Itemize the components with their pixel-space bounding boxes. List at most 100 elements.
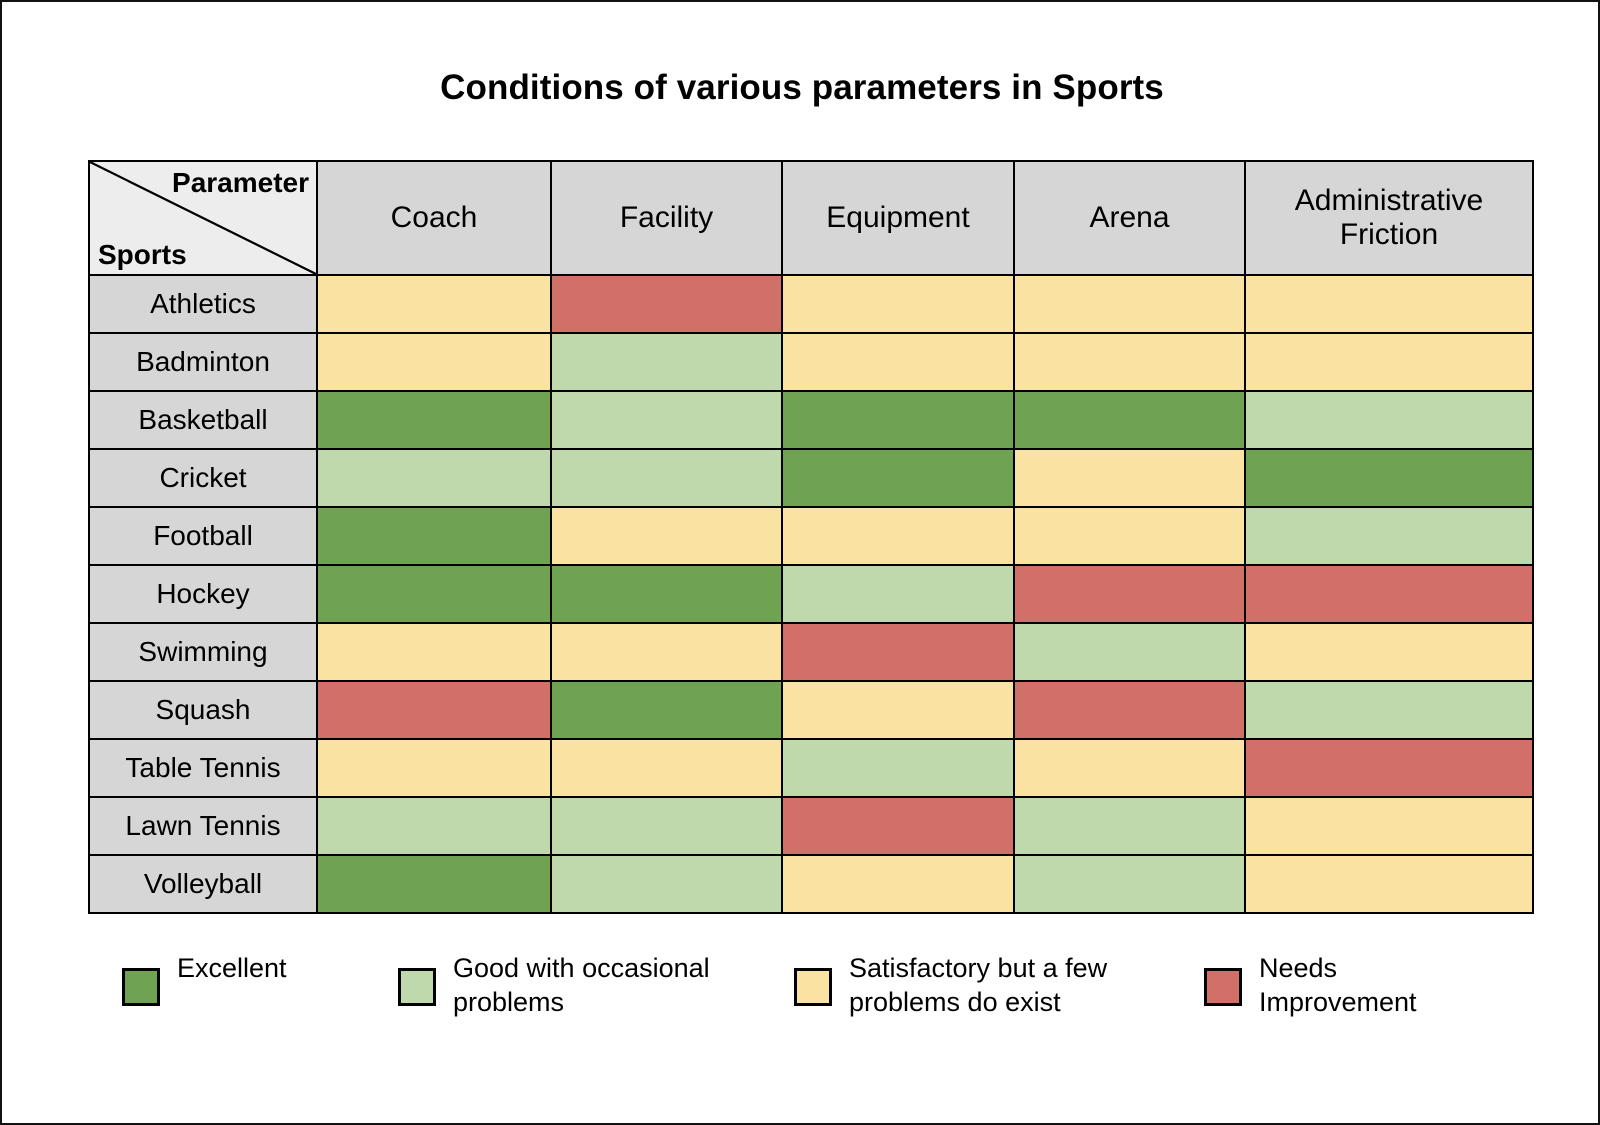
legend-label-excellent: Excellent [177,953,287,983]
cell-badminton-administrative-friction [1244,332,1534,392]
row-header-squash: Squash [88,680,318,740]
legend-label-satisfactory: Satisfactory but a few problems do exist [849,953,1108,1017]
cell-cricket-arena [1013,448,1246,508]
cell-basketball-arena [1013,390,1246,450]
cell-basketball-coach [316,390,552,450]
legend-swatch-good-icon [398,968,436,1006]
cell-badminton-facility [550,332,783,392]
cell-table-tennis-coach [316,738,552,798]
column-header-facility: Facility [550,160,783,276]
cell-table-tennis-equipment [781,738,1015,798]
legend-item-good: Good with occasional problems [398,952,794,1020]
legend: Excellent Good with occasional problems … [122,952,1522,1020]
row-header-lawn-tennis: Lawn Tennis [88,796,318,856]
cell-cricket-administrative-friction [1244,448,1534,508]
table-row: Athletics [88,274,1534,334]
cell-volleyball-arena [1013,854,1246,914]
matrix-header-row: Parameter Sports Coach Facility Equipmen… [88,160,1534,276]
legend-swatch-satisfactory-icon [794,968,832,1006]
cell-athletics-arena [1013,274,1246,334]
row-header-cricket: Cricket [88,448,318,508]
column-header-administrative-friction: Administrative Friction [1244,160,1534,276]
cell-basketball-equipment [781,390,1015,450]
cell-football-arena [1013,506,1246,566]
cell-hockey-administrative-friction [1244,564,1534,624]
page-title: Conditions of various parameters in Spor… [440,68,1164,107]
cell-athletics-administrative-friction [1244,274,1534,334]
cell-table-tennis-facility [550,738,783,798]
legend-label-good: Good with occasional problems [453,953,710,1017]
cell-swimming-coach [316,622,552,682]
cell-badminton-arena [1013,332,1246,392]
cell-cricket-facility [550,448,783,508]
table-row: Lawn Tennis [88,796,1534,856]
cell-table-tennis-arena [1013,738,1246,798]
matrix-header: Parameter Sports Coach Facility Equipmen… [88,160,1534,276]
cell-lawn-tennis-coach [316,796,552,856]
cell-volleyball-administrative-friction [1244,854,1534,914]
cell-swimming-administrative-friction [1244,622,1534,682]
cell-football-facility [550,506,783,566]
table-row: Cricket [88,448,1534,508]
cell-badminton-equipment [781,332,1015,392]
row-header-athletics: Athletics [88,274,318,334]
legend-item-satisfactory: Satisfactory but a few problems do exist [794,952,1204,1020]
matrix-body: Athletics Badminton Basketball Cricket Footb… [88,274,1534,914]
table-row: Swimming [88,622,1534,682]
cell-basketball-facility [550,390,783,450]
cell-squash-facility [550,680,783,740]
legend-swatch-excellent-icon [122,968,160,1006]
table-row: Squash [88,680,1534,740]
conditions-matrix: Parameter Sports Coach Facility Equipmen… [88,160,1534,914]
cell-athletics-equipment [781,274,1015,334]
cell-cricket-coach [316,448,552,508]
cell-cricket-equipment [781,448,1015,508]
row-header-hockey: Hockey [88,564,318,624]
cell-volleyball-coach [316,854,552,914]
cell-lawn-tennis-equipment [781,796,1015,856]
table-row: Hockey [88,564,1534,624]
cell-squash-coach [316,680,552,740]
cell-football-coach [316,506,552,566]
row-header-swimming: Swimming [88,622,318,682]
cell-football-administrative-friction [1244,506,1534,566]
corner-diagonal-icon [90,162,316,274]
row-header-table-tennis: Table Tennis [88,738,318,798]
cell-squash-arena [1013,680,1246,740]
cell-hockey-equipment [781,564,1015,624]
column-axis-label: Parameter [172,167,309,198]
cell-hockey-arena [1013,564,1246,624]
cell-lawn-tennis-arena [1013,796,1246,856]
column-header-coach: Coach [316,160,552,276]
cell-table-tennis-administrative-friction [1244,738,1534,798]
legend-item-needs-improvement: Needs Improvement [1204,952,1484,1020]
cell-football-equipment [781,506,1015,566]
cell-basketball-administrative-friction [1244,390,1534,450]
cell-hockey-coach [316,564,552,624]
legend-item-excellent: Excellent [122,952,398,1006]
cell-badminton-coach [316,332,552,392]
cell-athletics-coach [316,274,552,334]
row-axis-label: Sports [98,238,187,270]
legend-label-needs-improvement: Needs Improvement [1259,953,1417,1017]
cell-lawn-tennis-administrative-friction [1244,796,1534,856]
cell-squash-administrative-friction [1244,680,1534,740]
table-row: Volleyball [88,854,1534,914]
cell-lawn-tennis-facility [550,796,783,856]
row-header-badminton: Badminton [88,332,318,392]
cell-swimming-arena [1013,622,1246,682]
table-row: Table Tennis [88,738,1534,798]
row-header-football: Football [88,506,318,566]
table-row: Badminton [88,332,1534,392]
cell-hockey-facility [550,564,783,624]
cell-swimming-facility [550,622,783,682]
column-header-arena: Arena [1013,160,1246,276]
row-header-volleyball: Volleyball [88,854,318,914]
corner-axis-cell: Parameter Sports [88,160,318,276]
table-row: Basketball [88,390,1534,450]
row-header-basketball: Basketball [88,390,318,450]
column-header-equipment: Equipment [781,160,1015,276]
cell-swimming-equipment [781,622,1015,682]
table-row: Football [88,506,1534,566]
